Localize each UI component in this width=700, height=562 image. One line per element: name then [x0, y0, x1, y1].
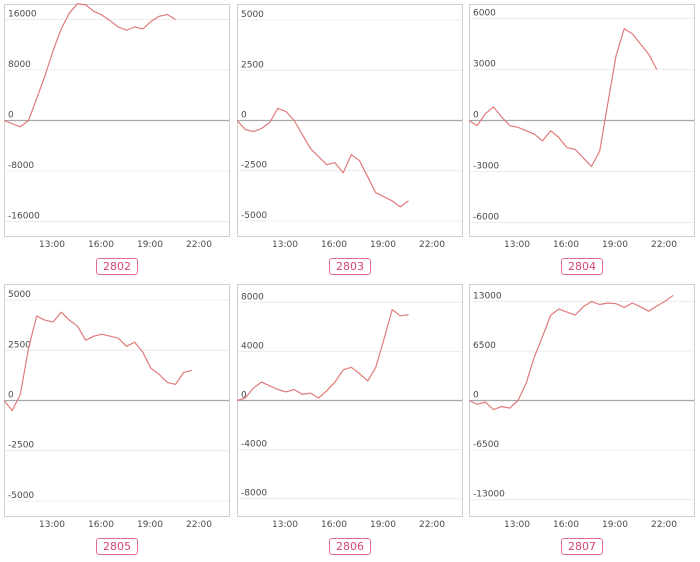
x-tick-label: 19:00 — [370, 520, 396, 530]
y-tick-label: 0 — [473, 391, 479, 401]
chart-panel-2803: 5000 2500 0 -2500 -5000 13:00 16:00 19:00 22:00 2… — [236, 4, 463, 277]
series-line — [468, 294, 674, 411]
y-tick-label: 4000 — [241, 341, 264, 351]
y-tick-label: -6000 — [473, 213, 499, 223]
y-tick-label: -2500 — [241, 161, 267, 171]
x-tick-label: 22:00 — [651, 520, 677, 530]
y-tick-label: -13000 — [473, 490, 505, 500]
y-tick-label: 0 — [473, 111, 479, 121]
chart-panel-2806: 8000 4000 0 -4000 -8000 13:00 16:00 19:00 22:00 2… — [236, 284, 463, 557]
x-tick-label: 22:00 — [419, 520, 445, 530]
x-tick-label: 22:00 — [186, 240, 212, 250]
chart-label-tag[interactable]: 2804 — [561, 258, 603, 275]
x-tick-label: 19:00 — [602, 240, 628, 250]
chart-svg: 13000 6500 0 -6500 -13000 13:00 16:00 19:00 22:0… — [468, 291, 694, 530]
y-tick-label: 2500 — [8, 340, 31, 350]
x-tick-label: 13:00 — [272, 240, 298, 250]
x-tick-label: 19:00 — [370, 240, 396, 250]
chart-label-tag[interactable]: 2807 — [561, 538, 603, 555]
x-tick-label: 16:00 — [321, 240, 347, 250]
chart-svg: 6000 3000 0 -3000 -6000 13:00 16:00 19:00 22:00 — [468, 9, 694, 250]
chart-label-tag[interactable]: 2803 — [329, 258, 371, 275]
chart-panel-2805: 5000 2500 0 -2500 -5000 13:00 16:00 19:00 22:00 2… — [3, 284, 230, 557]
y-tick-label: 5000 — [241, 10, 264, 20]
x-tick-label: 19:00 — [137, 240, 163, 250]
chart-label-tag[interactable]: 2805 — [96, 538, 138, 555]
x-tick-label: 19:00 — [602, 520, 628, 530]
chart-panel-2804: 6000 3000 0 -3000 -6000 13:00 16:00 19:00 22:00 2… — [468, 4, 695, 277]
chart-panel-2802: 16000 8000 0 -8000 -16000 13:00 16:00 19:00 22:0… — [3, 3, 230, 277]
y-tick-label: 0 — [8, 111, 14, 121]
x-tick-label: 22:00 — [186, 520, 212, 530]
y-tick-label: 0 — [241, 111, 247, 121]
y-tick-label: -6500 — [473, 440, 499, 450]
y-tick-label: 16000 — [8, 9, 37, 19]
chart-svg: 16000 8000 0 -8000 -16000 13:00 16:00 19:00 22:0… — [3, 3, 229, 250]
x-tick-label: 19:00 — [137, 520, 163, 530]
chart-svg: 8000 4000 0 -4000 -8000 13:00 16:00 19:00 22:00 — [236, 292, 462, 530]
series-line — [236, 107, 409, 208]
y-tick-label: -3000 — [473, 162, 499, 172]
chart-panel-2807: 13000 6500 0 -6500 -13000 13:00 16:00 19:00 22:0… — [468, 284, 695, 557]
chart-label-tag[interactable]: 2802 — [96, 258, 138, 275]
y-tick-label: -2500 — [8, 441, 34, 451]
y-tick-label: 5000 — [8, 290, 31, 300]
y-tick-label: 13000 — [473, 291, 502, 301]
series-line — [236, 309, 409, 402]
y-tick-label: 3000 — [473, 60, 496, 70]
chart-svg: 5000 2500 0 -2500 -5000 13:00 16:00 19:00 22:00 — [236, 10, 462, 250]
y-tick-label: 0 — [241, 391, 247, 401]
y-tick-label: -4000 — [241, 440, 267, 450]
y-tick-label: 6000 — [473, 9, 496, 19]
y-tick-label: -8000 — [8, 161, 34, 171]
y-tick-label: -5000 — [8, 491, 34, 501]
chart-label-tag[interactable]: 2806 — [329, 538, 371, 555]
x-tick-label: 22:00 — [419, 240, 445, 250]
x-tick-label: 13:00 — [504, 240, 530, 250]
x-tick-label: 13:00 — [39, 520, 65, 530]
x-tick-label: 16:00 — [553, 520, 579, 530]
y-tick-label: -5000 — [241, 211, 267, 221]
x-tick-label: 22:00 — [651, 240, 677, 250]
x-tick-label: 13:00 — [39, 240, 65, 250]
y-tick-label: 8000 — [8, 60, 31, 70]
y-tick-label: 0 — [8, 391, 14, 401]
y-tick-label: -16000 — [8, 212, 40, 222]
series-line — [468, 28, 658, 167]
x-tick-label: 13:00 — [272, 520, 298, 530]
y-tick-label: 6500 — [473, 341, 496, 351]
y-tick-label: 2500 — [241, 60, 264, 70]
series-line — [3, 311, 192, 412]
x-tick-label: 16:00 — [88, 240, 114, 250]
x-tick-label: 16:00 — [321, 520, 347, 530]
x-tick-label: 13:00 — [504, 520, 530, 530]
series-line — [3, 3, 176, 128]
y-tick-label: 8000 — [241, 292, 264, 302]
x-tick-label: 16:00 — [88, 520, 114, 530]
y-tick-label: -8000 — [241, 489, 267, 499]
chart-svg: 5000 2500 0 -2500 -5000 13:00 16:00 19:00 22:00 — [3, 290, 229, 530]
x-tick-label: 16:00 — [553, 240, 579, 250]
